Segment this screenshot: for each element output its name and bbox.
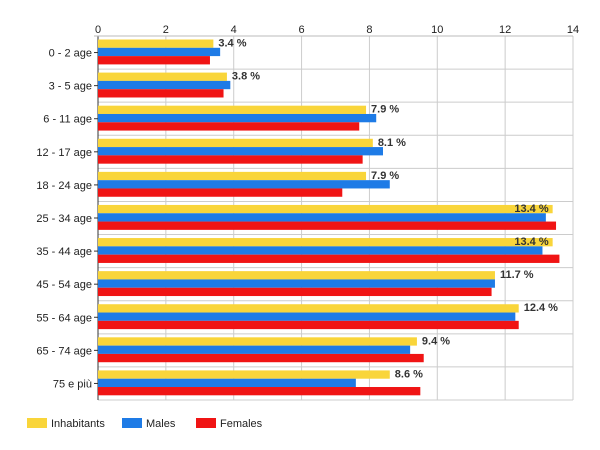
legend: Inhabitants Males Females — [27, 418, 263, 430]
bar-males — [98, 47, 221, 57]
legend-swatch — [122, 418, 142, 428]
data-label: 3.4 % — [218, 38, 246, 50]
data-labels: 3.4 % 3.8 % 7.9 % 8.1 % 7.9 % 13.4 % 13.4 % 11.… — [218, 38, 558, 381]
bar-females — [98, 89, 224, 98]
legend-label: Males — [146, 418, 176, 430]
bar-males — [98, 312, 516, 321]
bar-females — [98, 387, 421, 396]
bar-males — [98, 345, 411, 354]
bar-inhabitants — [98, 39, 214, 48]
bar-males — [98, 279, 495, 288]
bar-males — [98, 180, 390, 189]
category-label: 0 - 2 age — [49, 48, 92, 60]
legend-label: Inhabitants — [51, 418, 105, 430]
data-label: 13.4 % — [514, 236, 548, 248]
x-tick-label: 4 — [231, 24, 237, 36]
category-label: 3 - 5 age — [49, 81, 92, 93]
category-labels: 0 - 2 age 3 - 5 age 6 - 11 age 12 - 17 age 1… — [36, 48, 92, 391]
category-label: 18 - 24 age — [36, 180, 92, 192]
bar-inhabitants — [98, 171, 367, 181]
x-tick-label: 10 — [431, 24, 443, 36]
category-label: 45 - 54 age — [36, 279, 92, 291]
gridlines — [94, 35, 574, 401]
data-label: 8.1 % — [378, 137, 406, 149]
bar-females — [98, 56, 210, 65]
bar-inhabitants — [98, 304, 519, 313]
bar-inhabitants — [98, 138, 373, 148]
x-tick-label: 0 — [95, 24, 101, 36]
data-label: 8.6 % — [395, 368, 423, 380]
data-label: 7.9 % — [371, 104, 399, 116]
bar-inhabitants — [98, 271, 495, 280]
bar-inhabitants — [98, 105, 367, 114]
bar-inhabitants — [98, 72, 227, 81]
bar-females — [98, 155, 363, 164]
x-tick-label: 2 — [163, 24, 169, 36]
category-label: 75 e più — [53, 378, 92, 390]
bar-females — [98, 221, 557, 230]
data-label: 7.9 % — [371, 170, 399, 182]
category-label: 6 - 11 age — [43, 114, 92, 126]
legend-label: Females — [220, 418, 263, 430]
bar-inhabitants — [98, 238, 553, 247]
x-tick-labels: 0 2 4 6 8 10 12 14 — [95, 24, 579, 36]
bar-females — [98, 320, 519, 330]
legend-item-inhabitants[interactable]: Inhabitants — [27, 418, 105, 430]
legend-item-females[interactable]: Females — [196, 418, 263, 430]
data-label: 9.4 % — [422, 335, 450, 347]
category-label: 12 - 17 age — [36, 147, 92, 159]
legend-swatch — [27, 418, 47, 428]
bar-inhabitants — [98, 337, 417, 346]
legend-swatch — [196, 418, 216, 428]
x-tick-label: 12 — [499, 24, 511, 36]
bar-males — [98, 213, 546, 222]
category-label: 25 - 34 age — [36, 213, 92, 225]
bar-males — [98, 147, 383, 156]
category-label: 65 - 74 age — [36, 345, 92, 357]
data-label: 3.8 % — [232, 71, 260, 83]
bar-females — [98, 254, 560, 263]
bar-males — [98, 378, 356, 388]
x-tick-label: 8 — [366, 24, 372, 36]
bar-females — [98, 188, 343, 197]
bar-females — [98, 122, 360, 131]
data-label: 12.4 % — [524, 302, 558, 314]
bars — [98, 39, 560, 396]
x-tick-label: 14 — [567, 24, 579, 36]
category-label: 55 - 64 age — [36, 312, 92, 324]
legend-item-males[interactable]: Males — [122, 418, 176, 430]
bar-inhabitants — [98, 204, 553, 214]
bar-males — [98, 246, 543, 255]
bar-males — [98, 113, 377, 123]
data-label: 13.4 % — [514, 203, 548, 215]
bar-females — [98, 287, 492, 297]
data-label: 11.7 % — [500, 269, 534, 281]
bar-females — [98, 353, 424, 363]
bar-inhabitants — [98, 370, 390, 379]
x-tick-label: 6 — [299, 24, 305, 36]
category-label: 35 - 44 age — [36, 246, 92, 258]
bar-males — [98, 80, 231, 90]
